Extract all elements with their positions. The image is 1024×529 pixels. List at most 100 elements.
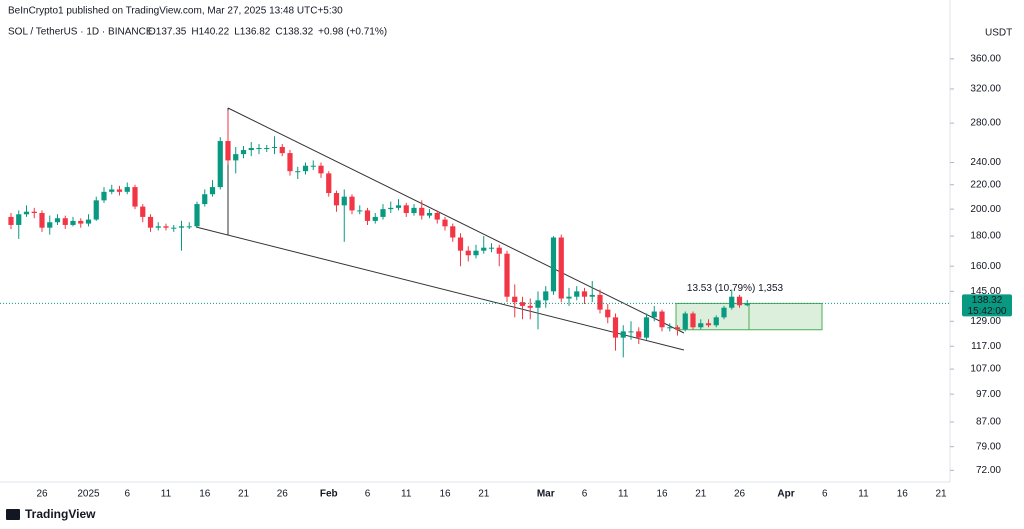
candle-body — [8, 216, 14, 225]
symbol: SOL / TetherUS · 1D · BINANCE — [8, 27, 153, 38]
currency: USDT — [985, 28, 1012, 39]
last-price-box — [962, 294, 1012, 317]
y-tick-label: 240.00 — [970, 157, 1001, 168]
candle-body — [147, 216, 154, 228]
candle-body — [310, 165, 316, 167]
y-tick-label: 107.00 — [970, 364, 1001, 375]
candle-body — [721, 307, 727, 318]
candle-body — [333, 193, 340, 206]
candle-body — [264, 148, 270, 150]
x-tick-label: 16 — [439, 489, 451, 500]
candle-body — [279, 147, 285, 154]
candle-body — [202, 194, 208, 205]
x-tick-label: Mar — [537, 489, 555, 500]
ohlc-value: O137.35 — [148, 27, 187, 38]
candle-body — [132, 187, 138, 207]
x-tick-label: Apr — [777, 489, 794, 500]
candle-body — [302, 165, 309, 172]
upper-trendline — [227, 107, 685, 334]
candle-body — [605, 309, 611, 318]
y-tick-label: 79.00 — [976, 441, 1001, 452]
candle-body — [388, 207, 394, 210]
x-tick-label: 26 — [734, 489, 746, 500]
x-tick-label: 26 — [36, 489, 48, 500]
candle-body — [698, 323, 704, 328]
candle-body — [209, 187, 216, 195]
y-tick-label: 97.00 — [976, 389, 1001, 400]
candle-body — [326, 173, 332, 194]
candle-body — [729, 296, 735, 308]
candle-body — [54, 218, 61, 223]
candle-body — [636, 331, 642, 338]
candle-body — [93, 200, 99, 220]
candle-body — [140, 206, 146, 217]
candle-body — [372, 216, 378, 221]
candle-body — [16, 214, 22, 225]
x-tick-label: 21 — [695, 489, 707, 500]
y-tick-label: 360.00 — [970, 53, 1001, 64]
y-tick-label: 160.00 — [970, 261, 1001, 272]
candle-body — [23, 211, 30, 215]
footer: TradingView — [6, 507, 96, 521]
candle-body — [667, 327, 673, 329]
candle-body — [240, 150, 247, 155]
candle-body — [395, 205, 402, 208]
candle-body — [705, 323, 712, 326]
candle-body — [566, 296, 572, 299]
candle-body — [589, 294, 595, 297]
candle-body — [194, 204, 200, 227]
candle-body — [225, 141, 231, 161]
candle-body — [178, 226, 185, 228]
candle-body — [620, 331, 626, 338]
candle-body — [295, 171, 301, 173]
ohlc-value: C138.32 — [275, 27, 313, 38]
candle-body — [62, 218, 68, 225]
candle-body — [47, 222, 53, 228]
candle-body — [171, 227, 177, 229]
candle-body — [256, 148, 262, 150]
candle-body — [736, 296, 743, 306]
candle-body — [651, 311, 657, 318]
y-tick-label: 117.00 — [971, 341, 1001, 352]
candle-body — [674, 327, 681, 330]
last-price-label: 138.32 — [972, 295, 1003, 306]
x-tick-label: 16 — [199, 489, 211, 500]
candle-body — [403, 205, 409, 213]
candle-body — [581, 291, 588, 297]
x-tick-label: 16 — [897, 489, 909, 500]
candle-body — [116, 189, 123, 192]
candle-body — [612, 317, 619, 338]
candle-body — [543, 291, 549, 301]
candle-body — [271, 147, 278, 149]
candles — [8, 110, 750, 358]
candle-body — [233, 154, 239, 161]
candle-body — [217, 141, 223, 188]
x-tick-label: 26 — [277, 489, 289, 500]
candle-body — [341, 196, 347, 206]
candle-body — [349, 196, 355, 211]
candle-body — [682, 313, 688, 330]
candle-body — [504, 253, 510, 297]
candle-body — [457, 237, 464, 251]
candle-body — [163, 226, 169, 228]
candle-body — [550, 237, 557, 292]
candle-body — [434, 212, 440, 220]
candle-body — [574, 291, 580, 297]
candle-body — [70, 220, 76, 225]
candle-body — [248, 148, 254, 151]
candle-body — [109, 189, 115, 192]
measure-label: 13.53 (10.79%) 1,353 — [687, 283, 784, 294]
candle-body — [364, 210, 371, 221]
x-tick-label: 11 — [858, 489, 869, 500]
y-tick-label: 280.00 — [970, 118, 1001, 129]
candle-body — [78, 220, 84, 224]
candle-body — [659, 311, 665, 328]
measure-tool: 13.53 (10.79%) 1,353 — [675, 283, 823, 331]
wedge — [195, 107, 685, 351]
x-tick-label: 6 — [582, 489, 588, 500]
y-tick-label: 220.00 — [970, 179, 1001, 190]
candle-body — [744, 303, 750, 306]
ohlc-value: L136.82 — [234, 27, 271, 38]
candle-body — [558, 237, 564, 299]
